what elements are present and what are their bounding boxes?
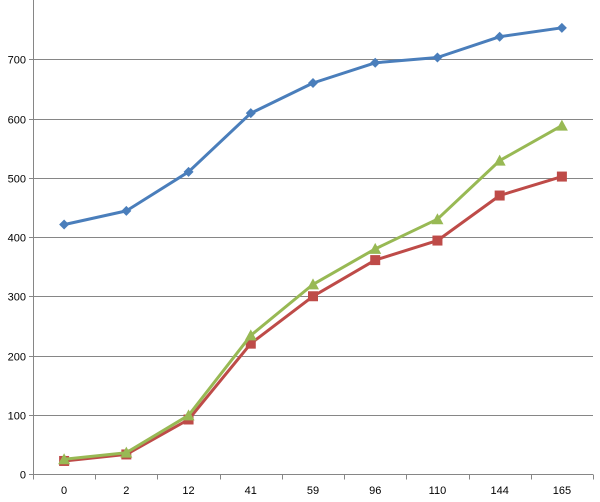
series-1-point xyxy=(245,108,256,119)
series-2-point xyxy=(432,235,443,246)
x-tick-label: 59 xyxy=(307,485,319,497)
y-tick-label: 400 xyxy=(8,233,26,245)
series-1-point xyxy=(308,77,318,88)
y-tick-label: 100 xyxy=(8,411,26,423)
series-1-point xyxy=(432,52,443,63)
series-1-point xyxy=(370,57,381,68)
series-3-point xyxy=(307,278,319,290)
series-1-point xyxy=(59,219,70,230)
series-1-line xyxy=(62,26,564,227)
series-2-point xyxy=(370,255,381,266)
x-tick-label: 96 xyxy=(369,485,381,497)
series-1-point xyxy=(121,205,132,216)
y-tick-label: 0 xyxy=(20,470,26,482)
series-2-point xyxy=(245,338,256,349)
gridlines xyxy=(33,59,593,416)
x-axis-ticks: 0 2 12 41 59 96 110 144 165 xyxy=(33,474,594,497)
x-tick-label: 41 xyxy=(245,485,257,497)
x-tick-label: 165 xyxy=(553,485,571,497)
y-tick-label: 700 xyxy=(8,55,26,67)
series-3-point xyxy=(555,119,568,131)
x-tick-label: 12 xyxy=(182,485,194,497)
series-1-point xyxy=(494,31,505,42)
series-1-point xyxy=(183,166,194,177)
x-tick-label: 110 xyxy=(429,485,447,497)
series-2-line xyxy=(62,175,564,463)
y-tick-label: 600 xyxy=(8,115,26,127)
y-tick-label: 200 xyxy=(8,352,26,364)
y-tick-label: 300 xyxy=(8,292,26,304)
series-2-point xyxy=(556,171,567,182)
x-tick-label: 0 xyxy=(61,485,67,497)
series-3-point xyxy=(120,446,133,458)
series-3-point xyxy=(182,409,195,421)
series-2-point xyxy=(308,291,318,302)
y-tick-label: 500 xyxy=(8,174,26,186)
series-2 xyxy=(59,171,567,466)
series-3-point xyxy=(58,453,71,465)
y-axis-ticks: 0 100 200 300 400 500 600 700 xyxy=(8,55,33,482)
x-tick-label: 2 xyxy=(123,485,129,497)
series-group xyxy=(58,22,568,466)
series-3-point xyxy=(431,213,444,225)
x-tick-label: 144 xyxy=(490,485,508,497)
series-3-point xyxy=(244,329,257,341)
series-3-point xyxy=(493,154,506,166)
series-3-point xyxy=(369,242,382,254)
series-1 xyxy=(59,22,567,230)
axes xyxy=(33,0,593,475)
series-1-point xyxy=(556,22,567,33)
series-2-point xyxy=(494,190,505,201)
series-3 xyxy=(58,119,568,465)
